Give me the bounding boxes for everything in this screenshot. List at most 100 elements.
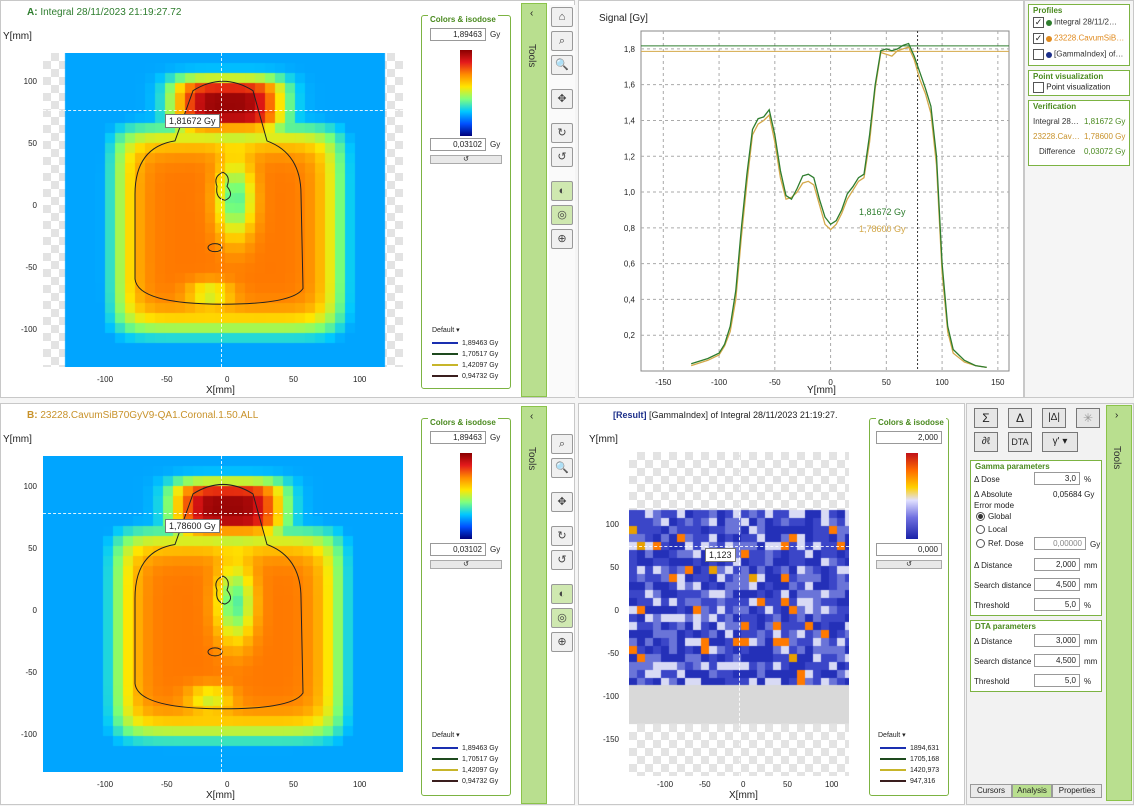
tab-properties[interactable]: Properties [1052,784,1102,798]
reset-colors-button[interactable]: ↺ [430,560,502,569]
isodose-legend-row: 1420,973 [880,767,939,774]
isodose-line-swatch [432,758,458,761]
pan-icon[interactable]: ✥ [551,89,573,109]
gamma-title: [Result] [GammaIndex] of Integral 28/11/… [613,410,838,420]
sum-button[interactable]: Σ [974,408,998,428]
refdose-field[interactable]: 0,00000 [1034,537,1086,550]
difference-button[interactable]: Δ [1008,408,1032,428]
dta-distance-field[interactable]: 3,000 [1034,634,1080,647]
threshold-field[interactable]: 5,0 [1034,598,1080,611]
isodose-default-label[interactable]: Default ▾ [432,327,460,334]
tab-cursors[interactable]: Cursors [970,784,1012,798]
verification-label: 23228.Cav… [1033,132,1080,141]
colorbar-min-field[interactable]: 0,000 [876,543,942,556]
dose-map-b[interactable] [43,456,403,772]
x-tick-label: 0 [828,378,833,387]
star-button[interactable]: ✳ [1076,408,1100,428]
isodose-default-label[interactable]: Default ▾ [432,732,460,739]
zoom-region-icon[interactable]: ⌕ [551,31,573,51]
dta-search-field[interactable]: 4,500 [1034,654,1080,667]
dta-threshold-field[interactable]: 5,0 [1034,674,1080,687]
profile-item[interactable]: ✓ 23228.CavumSiB… [1033,33,1124,44]
x-tick-label: 100 [935,378,949,387]
magnify-icon[interactable]: ⊕ [551,632,573,652]
colorbar-min-field[interactable]: 0,03102 [430,543,486,556]
cursor-icon[interactable]: ◐ [551,584,573,604]
tools-strip-b[interactable]: ‹ Tools [521,406,547,804]
gamma-xlabel: X[mm] [729,790,758,801]
colorbar-max-field[interactable]: 2,000 [876,431,942,444]
rotate-alt-icon[interactable]: ↺ [551,147,573,167]
target-icon[interactable]: ◎ [551,205,573,225]
tools-strip-analysis[interactable]: › Tools [1106,405,1132,801]
search-distance-field[interactable]: 4,500 [1034,578,1080,591]
verification-label: Integral 28… [1033,117,1079,126]
profile-item[interactable]: ✓ Integral 28/11/2… [1033,17,1117,28]
crosshair-horizontal[interactable] [43,513,403,514]
dta-button[interactable]: DTA [1008,432,1032,452]
isodose-line-swatch [880,769,906,772]
colorbar-min-field[interactable]: 0,03102 [430,138,486,151]
refdose-radio[interactable]: Ref. Dose [976,539,1024,549]
tools-strip-a[interactable]: ‹ Tools [521,3,547,397]
profile-checkbox[interactable]: ✓ [1033,17,1044,28]
gamma-ylabel: Y[mm] [589,434,618,445]
reset-colors-button[interactable]: ↺ [876,560,942,569]
crosshair-vertical[interactable] [221,53,222,367]
rotate-icon[interactable]: ↻ [551,123,573,143]
y-tick-label: 0 [32,201,37,210]
abs-difference-button[interactable]: |Δ| [1042,408,1066,428]
colorbar-max-field[interactable]: 1,89463 [430,431,486,444]
dose-map-a[interactable] [43,53,403,367]
zoom-icon[interactable]: 🔍 [551,55,573,75]
isodose-value: 0,94732 Gy [462,778,499,785]
profile-checkbox[interactable] [1033,49,1044,60]
home-icon[interactable]: ⌂ [551,7,573,27]
rotate-alt-icon[interactable]: ↺ [551,550,573,570]
gamma-map[interactable] [629,452,849,776]
dose-field[interactable]: 3,0 [1034,472,1080,485]
profile-item-label: Integral 28/11/2… [1054,17,1118,27]
cavity-contour [215,171,231,201]
cursor-icon[interactable]: ◐ [551,181,573,201]
profile-chart[interactable]: 1,8 1,6 1,4 1,2 1,0 0,8 0,6 0,4 0,2 -150 -100 -50 0 5… [579,1,1025,399]
expand-icon[interactable]: › [1115,410,1119,421]
target-icon[interactable]: ◎ [551,608,573,628]
y-tick-label: -50 [25,263,37,272]
isodose-value: 1,89463 Gy [462,340,499,347]
collapse-icon[interactable]: ‹ [530,411,534,422]
isodose-legend-row: 1894,631 [880,745,939,752]
profile-item[interactable]: [GammaIndex] of… [1033,49,1123,60]
collapse-icon[interactable]: ‹ [530,8,534,19]
link-button[interactable]: ∂ℓ [974,432,998,452]
tools-label: Tools [526,447,537,471]
isodose-default-label[interactable]: Default ▾ [878,732,906,739]
pan-icon[interactable]: ✥ [551,492,573,512]
x-tick-label: 50 [882,378,891,387]
isodose-legend-row: 1,42097 Gy [432,767,498,774]
profile-side-panel [1024,0,1134,398]
panel-b-ylabel: Y[mm] [3,434,32,445]
zoom-icon[interactable]: 🔍 [551,458,573,478]
distance-label: Δ Distance [974,561,1013,570]
crosshair-vertical[interactable] [221,456,222,772]
y-tick-label: -50 [25,668,37,677]
local-radio[interactable]: Local [976,525,1007,535]
rotate-icon[interactable]: ↻ [551,526,573,546]
zoom-region-icon[interactable]: ⌕ [551,434,573,454]
cavity-contour [215,575,231,605]
gamma-button[interactable]: γ' ▾ [1042,432,1078,452]
point-viz-checkbox[interactable]: Point visualization [1033,82,1110,93]
isodose-value: 1,42097 Gy [462,767,499,774]
dose-callout-a: 1,81672 Gy [165,114,220,128]
crosshair-horizontal[interactable] [43,110,403,111]
distance-field[interactable]: 2,000 [1034,558,1080,571]
magnify-icon[interactable]: ⊕ [551,229,573,249]
reset-colors-button[interactable]: ↺ [430,155,502,164]
crosshair-vertical[interactable] [739,452,740,776]
y-tick-label: 100 [23,482,37,491]
colorbar-max-field[interactable]: 1,89463 [430,28,486,41]
global-radio[interactable]: Global [976,512,1011,522]
profile-checkbox[interactable]: ✓ [1033,33,1044,44]
tab-analysis[interactable]: Analysis [1012,784,1052,798]
